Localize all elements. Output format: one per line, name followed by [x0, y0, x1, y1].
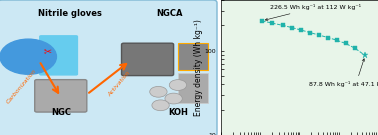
Text: Carbonization: Carbonization	[6, 68, 38, 105]
Circle shape	[150, 86, 167, 97]
FancyBboxPatch shape	[178, 73, 208, 103]
FancyBboxPatch shape	[0, 0, 217, 135]
Text: 226.5 Wh kg⁻¹ at 112 W kg⁻¹: 226.5 Wh kg⁻¹ at 112 W kg⁻¹	[265, 4, 361, 21]
FancyBboxPatch shape	[39, 35, 78, 76]
FancyBboxPatch shape	[178, 43, 208, 70]
Text: NGC: NGC	[51, 108, 71, 117]
FancyBboxPatch shape	[121, 43, 174, 76]
Circle shape	[152, 100, 169, 111]
Text: KOH: KOH	[168, 108, 188, 117]
Circle shape	[169, 80, 187, 90]
Y-axis label: Energy density (Wh kg⁻¹): Energy density (Wh kg⁻¹)	[194, 19, 203, 116]
Text: Nitrile gloves: Nitrile gloves	[37, 9, 101, 18]
Text: 87.8 Wh kg⁻¹ at 47.1 kW kg⁻¹: 87.8 Wh kg⁻¹ at 47.1 kW kg⁻¹	[310, 59, 378, 87]
FancyBboxPatch shape	[35, 80, 87, 112]
Circle shape	[165, 93, 182, 104]
Circle shape	[0, 39, 56, 74]
Text: ✂: ✂	[44, 46, 52, 56]
Text: Activation: Activation	[107, 70, 132, 97]
Text: NGCA: NGCA	[156, 9, 183, 18]
